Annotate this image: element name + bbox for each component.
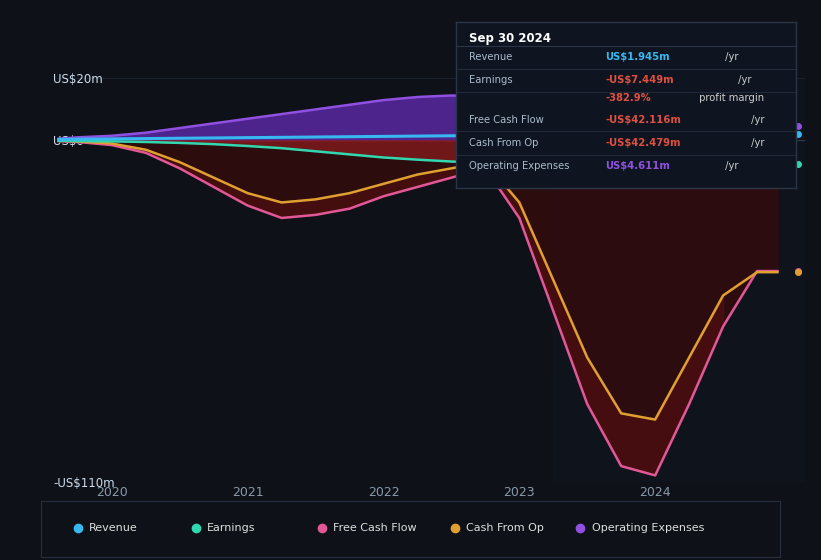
- Text: -US$42.116m: -US$42.116m: [606, 115, 681, 125]
- Text: US$4.611m: US$4.611m: [606, 161, 671, 171]
- Text: Sep 30 2024: Sep 30 2024: [470, 32, 551, 45]
- Text: profit margin: profit margin: [696, 94, 764, 104]
- Text: Revenue: Revenue: [470, 52, 512, 62]
- Text: Earnings: Earnings: [208, 523, 256, 533]
- Text: US$1.945m: US$1.945m: [606, 52, 670, 62]
- Text: Free Cash Flow: Free Cash Flow: [470, 115, 544, 125]
- Text: Cash From Op: Cash From Op: [466, 523, 544, 533]
- Text: Earnings: Earnings: [470, 75, 513, 85]
- Bar: [553, 78, 805, 482]
- Text: /yr: /yr: [735, 75, 751, 85]
- Text: /yr: /yr: [748, 115, 764, 125]
- Text: Free Cash Flow: Free Cash Flow: [333, 523, 416, 533]
- Text: -US$7.449m: -US$7.449m: [606, 75, 674, 85]
- Text: Cash From Op: Cash From Op: [470, 138, 539, 148]
- Text: /yr: /yr: [722, 52, 739, 62]
- Text: Revenue: Revenue: [89, 523, 138, 533]
- Text: Operating Expenses: Operating Expenses: [470, 161, 570, 171]
- Text: -382.9%: -382.9%: [606, 94, 651, 104]
- Text: Operating Expenses: Operating Expenses: [591, 523, 704, 533]
- Text: /yr: /yr: [722, 161, 739, 171]
- Text: -US$42.479m: -US$42.479m: [606, 138, 681, 148]
- Text: /yr: /yr: [748, 138, 764, 148]
